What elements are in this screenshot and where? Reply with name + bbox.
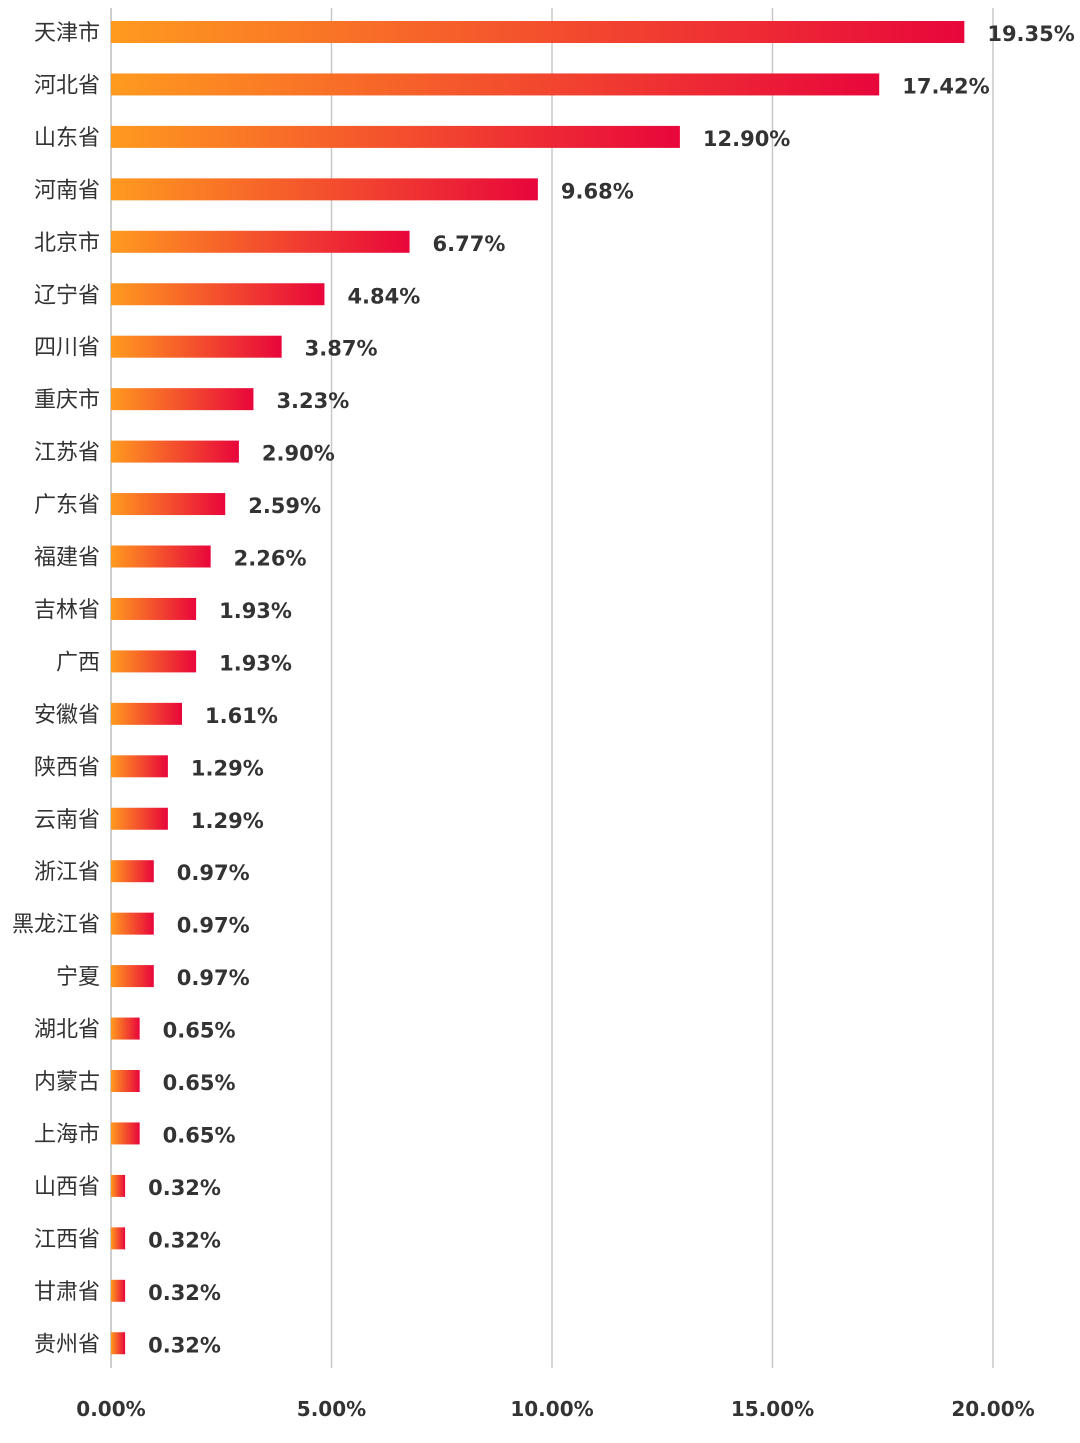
category-label: 陕西省 <box>34 755 100 780</box>
bar <box>111 755 168 778</box>
bar <box>111 807 168 830</box>
value-label: 0.65% <box>163 1123 236 1147</box>
value-label: 0.97% <box>177 861 250 885</box>
bar <box>111 230 410 253</box>
category-label: 广东省 <box>34 493 100 518</box>
bar <box>111 597 197 620</box>
category-label: 甘肃省 <box>34 1280 100 1305</box>
category-label: 湖北省 <box>34 1018 100 1043</box>
grid-layer <box>110 8 994 1368</box>
bar <box>111 1017 140 1040</box>
bar <box>111 650 197 673</box>
value-label: 0.97% <box>177 966 250 990</box>
bar <box>111 545 211 568</box>
category-label: 广西 <box>56 650 100 675</box>
category-label: 宁夏 <box>56 965 100 990</box>
value-label: 12.90% <box>703 127 790 151</box>
category-label: 四川省 <box>34 336 100 361</box>
bar <box>111 1122 140 1145</box>
category-label: 山东省 <box>34 126 100 151</box>
bar-layer <box>111 21 965 1355</box>
bar <box>111 388 254 411</box>
bar <box>111 912 154 935</box>
bar <box>111 283 325 306</box>
bar <box>111 1070 140 1092</box>
category-label: 河北省 <box>34 73 100 98</box>
value-label: 0.65% <box>163 1071 236 1095</box>
category-label: 云南省 <box>34 808 100 833</box>
value-label: 19.35% <box>987 22 1074 46</box>
category-label: 河南省 <box>34 178 100 203</box>
bar <box>111 178 538 201</box>
category-label: 福建省 <box>34 546 100 571</box>
bar <box>111 21 965 43</box>
bar <box>111 125 680 148</box>
value-label: 1.61% <box>205 704 278 728</box>
category-label: 北京市 <box>34 231 100 256</box>
bar <box>111 1174 126 1197</box>
value-label: 0.32% <box>148 1333 221 1357</box>
category-label: 江苏省 <box>34 441 100 466</box>
value-label: 0.97% <box>177 914 250 938</box>
bar <box>111 335 282 358</box>
value-label: 6.77% <box>433 232 506 256</box>
category-label: 黑龙江省 <box>12 913 100 938</box>
bar <box>111 860 154 883</box>
x-tick-label: 5.00% <box>297 1397 366 1421</box>
category-label: 江西省 <box>34 1227 100 1252</box>
value-label: 3.87% <box>305 337 378 361</box>
label-layer: 天津市 19.35% 河北省 17.42% 山东省 12.90% 河南省 9.68% 北京市 6.… <box>12 21 1075 1357</box>
value-label: 1.93% <box>219 599 292 623</box>
value-label: 1.29% <box>191 809 264 833</box>
bar <box>111 702 183 725</box>
bar <box>111 73 880 96</box>
bar <box>111 965 154 988</box>
category-label: 安徽省 <box>34 703 100 728</box>
category-label: 山西省 <box>34 1175 100 1200</box>
x-tick-label: 15.00% <box>731 1397 814 1421</box>
bar <box>111 1332 126 1355</box>
value-label: 3.23% <box>276 389 349 413</box>
category-label: 天津市 <box>34 21 100 46</box>
category-label: 辽宁省 <box>34 283 100 308</box>
category-label: 内蒙古 <box>34 1070 100 1095</box>
value-label: 2.26% <box>234 547 307 571</box>
category-label: 浙江省 <box>34 860 100 885</box>
value-label: 9.68% <box>561 179 634 203</box>
category-label: 贵州省 <box>34 1332 100 1357</box>
value-label: 0.32% <box>148 1228 221 1252</box>
value-label: 0.65% <box>163 1019 236 1043</box>
bar <box>111 1227 126 1250</box>
value-label: 2.90% <box>262 442 335 466</box>
tick-layer: 0.00% 5.00% 10.00% 15.00% 20.00% <box>76 1397 1034 1421</box>
value-label: 1.93% <box>219 651 292 675</box>
bar <box>111 1279 126 1302</box>
value-label: 2.59% <box>248 494 321 518</box>
bar <box>111 493 226 516</box>
value-label: 0.32% <box>148 1281 221 1305</box>
category-label: 吉林省 <box>34 598 100 623</box>
value-label: 4.84% <box>347 284 420 308</box>
category-label: 上海市 <box>34 1122 100 1147</box>
x-tick-label: 20.00% <box>951 1397 1034 1421</box>
value-label: 0.32% <box>148 1176 221 1200</box>
x-tick-label: 10.00% <box>510 1397 593 1421</box>
bar <box>111 440 239 463</box>
value-label: 17.42% <box>902 74 989 98</box>
value-label: 1.29% <box>191 756 264 780</box>
category-label: 重庆市 <box>34 388 100 413</box>
x-tick-label: 0.00% <box>76 1397 145 1421</box>
